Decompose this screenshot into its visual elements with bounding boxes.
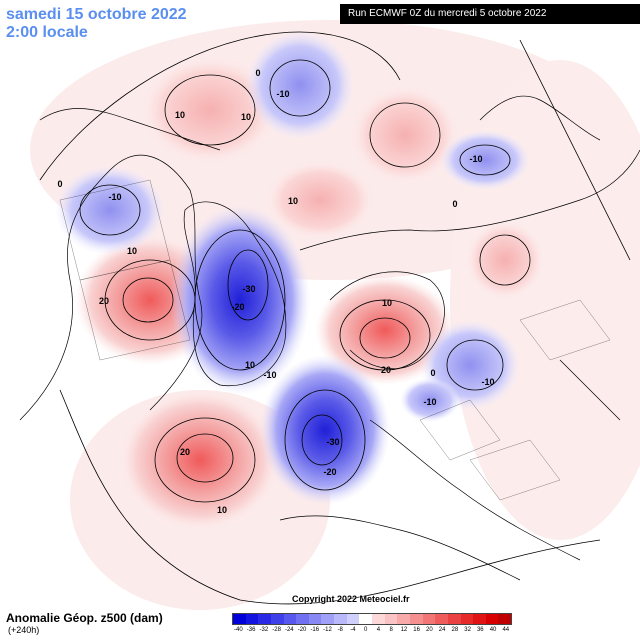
legend-lead-time: (+240h) xyxy=(8,625,40,635)
contour-label: -10 xyxy=(423,397,436,407)
colorbar-cell xyxy=(485,614,499,624)
contour-label: 20 xyxy=(99,296,109,306)
colorbar-tick: -16 xyxy=(310,627,320,633)
positive-anomaly-pacific xyxy=(120,390,280,530)
colorbar-tick: -8 xyxy=(337,627,343,633)
colorbar-cell xyxy=(270,614,284,624)
colorbar-tick: -24 xyxy=(284,627,294,633)
colorbar-cell xyxy=(233,614,246,624)
colorbar-tick: 4 xyxy=(376,627,381,633)
contour-label: 10 xyxy=(217,505,227,515)
colorbar-tick: 24 xyxy=(438,627,446,633)
negative-anomaly-greenland xyxy=(170,205,310,395)
colorbar-cell xyxy=(384,614,398,624)
positive-anomaly-arctic xyxy=(265,160,375,240)
positive-anomaly-siberia xyxy=(350,85,460,185)
colorbar-tick: 36 xyxy=(476,627,484,633)
colorbar-tick: -4 xyxy=(350,627,356,633)
contour-label: -30 xyxy=(326,437,339,447)
forecast-date: samedi 15 octobre 2022 xyxy=(6,6,187,23)
contour-label: -10 xyxy=(276,89,289,99)
colorbar-ticks: -40 -36 -32 -28 -24 -20 -16 -12 -8 -4 0 4 8 12 16 20 24 2… xyxy=(232,627,512,633)
colorbar-tick: -36 xyxy=(246,627,256,633)
colorbar-tick: 20 xyxy=(426,627,433,633)
contour-label: 10 xyxy=(382,298,392,308)
colorbar-tick: -20 xyxy=(297,627,307,633)
colorbar-cell xyxy=(283,614,297,624)
contour-label: 10 xyxy=(245,360,255,370)
colorbar-tick: -40 xyxy=(234,627,243,633)
colorbar-tick: 44 xyxy=(502,627,510,633)
colorbar-cell xyxy=(498,614,512,624)
coastlines xyxy=(19,95,640,581)
graticule xyxy=(59,179,611,501)
negative-anomaly-atlantic xyxy=(260,355,390,505)
colorbar-cell xyxy=(447,614,461,624)
run-banner: Run ECMWF 0Z du mercredi 5 octobre 2022 xyxy=(340,4,640,24)
colorbar-cell xyxy=(372,614,385,624)
colorbar-cell xyxy=(296,614,309,624)
contour-label: 10 xyxy=(241,112,251,122)
contour-label: 20 xyxy=(180,447,190,457)
positive-anomaly-north xyxy=(140,55,280,165)
colorbar-tick: 28 xyxy=(451,627,459,633)
contour-label: -10 xyxy=(481,377,494,387)
colorbar-cell xyxy=(435,614,448,624)
colorbar-cell xyxy=(346,614,360,624)
contour-label: 0 xyxy=(452,199,457,209)
colorbar-cell xyxy=(334,614,347,624)
colorbar-cell xyxy=(460,614,474,624)
contour-label: -30 xyxy=(242,284,255,294)
negative-anomaly-med xyxy=(400,378,460,422)
colorbar-tick: 16 xyxy=(413,627,420,633)
contour-label: -20 xyxy=(231,302,244,312)
contour-label: -10 xyxy=(108,192,121,202)
negative-anomaly-kara xyxy=(440,130,530,190)
contour-label: -20 xyxy=(323,467,336,477)
forecast-time: 2:00 locale xyxy=(6,24,88,41)
colorbar-cell xyxy=(359,614,373,624)
contour-label: 10 xyxy=(127,246,137,256)
colorbar-tick: 32 xyxy=(464,627,471,633)
colorbar-cell xyxy=(308,614,322,624)
colorbar-tick: 40 xyxy=(489,627,497,633)
positive-anomaly-asia xyxy=(465,220,545,300)
contour-label: -10 xyxy=(469,154,482,164)
colorbar-cell xyxy=(473,614,486,624)
colorbar-tick: -32 xyxy=(259,627,269,633)
colorbar-tick: 0 xyxy=(364,627,368,633)
legend-title: Anomalie Géop. z500 (dam) xyxy=(6,611,163,625)
colorbar-cell xyxy=(397,614,410,624)
contour-label: 0 xyxy=(430,368,435,378)
colorbar-cell xyxy=(321,614,335,624)
colorbar-tick: -28 xyxy=(272,627,281,633)
colorbar-tick: 8 xyxy=(389,627,393,633)
contour-labels: 10 -10 0 10 -10 0 -10 10 20 10 -30 -20 -10 10 20 -10 -10… xyxy=(57,68,494,515)
colorbar-cell xyxy=(245,614,259,624)
negative-anomaly-pole xyxy=(245,30,355,140)
colorbar xyxy=(232,613,512,625)
colorbar-cell xyxy=(409,614,423,624)
contour-lines xyxy=(39,31,631,605)
contour-label: 10 xyxy=(288,196,298,206)
contour-label: 10 xyxy=(175,110,185,120)
colorbar-tick: 12 xyxy=(400,627,408,633)
contour-label: 0 xyxy=(255,68,260,78)
colorbar-cell xyxy=(258,614,271,624)
contour-label: 20 xyxy=(381,365,391,375)
copyright-text: Copyright 2022 Meteociel.fr xyxy=(292,594,410,604)
contour-label: 0 xyxy=(57,179,62,189)
colorbar-tick: -12 xyxy=(323,627,332,633)
colorbar-cell xyxy=(422,614,436,624)
contour-label: -10 xyxy=(263,370,276,380)
negative-anomaly-canada xyxy=(55,165,165,255)
